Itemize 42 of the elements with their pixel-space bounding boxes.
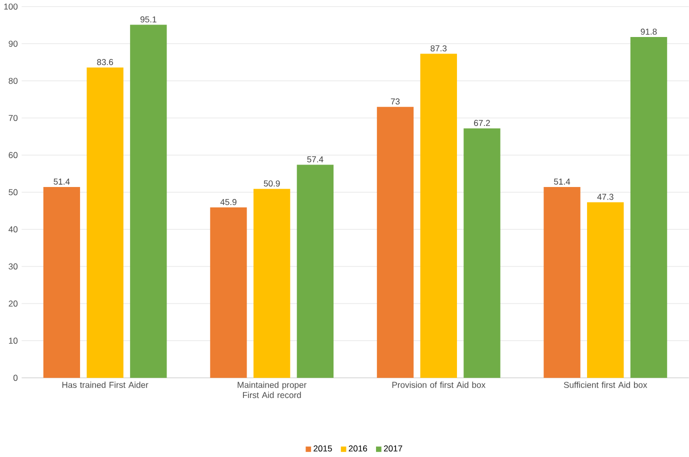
data-label: 51.4	[54, 178, 70, 184]
legend-label: 2017	[384, 445, 402, 452]
bar	[420, 54, 457, 378]
data-label: 67.2	[474, 120, 490, 126]
bar	[254, 188, 290, 378]
y-tick-label: 40	[8, 226, 18, 232]
bar	[86, 67, 124, 378]
bar	[587, 202, 624, 378]
y-tick-label: 30	[8, 263, 18, 270]
data-label: 95.1	[140, 16, 156, 22]
data-label: 45.9	[220, 198, 236, 205]
data-label: 87.3	[430, 45, 447, 52]
data-label: 57.4	[307, 156, 324, 162]
x-tick-label: Has trained First Aider	[62, 381, 148, 388]
y-tick-label: 20	[8, 300, 18, 306]
bar	[210, 207, 247, 378]
y-tick-label: 70	[8, 114, 18, 121]
bar	[296, 164, 334, 378]
y-tick-label: 60	[8, 152, 18, 158]
data-label: 50.9	[264, 180, 280, 186]
bar	[544, 186, 580, 378]
data-label: 47.3	[597, 194, 614, 200]
bar	[464, 128, 500, 378]
y-tick-label: 100	[4, 3, 18, 10]
x-tick-label: Sufficient first Aid box	[564, 381, 648, 388]
y-tick-label: 80	[8, 78, 18, 84]
bar	[630, 36, 668, 378]
data-label: 83.6	[97, 58, 114, 65]
y-tick-label: 50	[8, 189, 18, 196]
y-tick-label: 0	[13, 374, 18, 381]
legend-label: 2016	[348, 445, 368, 452]
x-tick-label: Maintained proper First Aid record	[238, 381, 306, 398]
y-tick-label: 10	[9, 338, 18, 344]
y-tick-label: 90	[8, 40, 18, 47]
data-label: 73	[390, 98, 400, 104]
bar	[376, 106, 414, 378]
legend-label: 2015	[314, 445, 332, 452]
data-label: 51.4	[554, 178, 570, 184]
data-label: 91.8	[640, 28, 657, 35]
bar	[43, 186, 80, 378]
bar	[130, 24, 167, 378]
x-tick-label: Provision of first Aid box	[392, 381, 486, 388]
